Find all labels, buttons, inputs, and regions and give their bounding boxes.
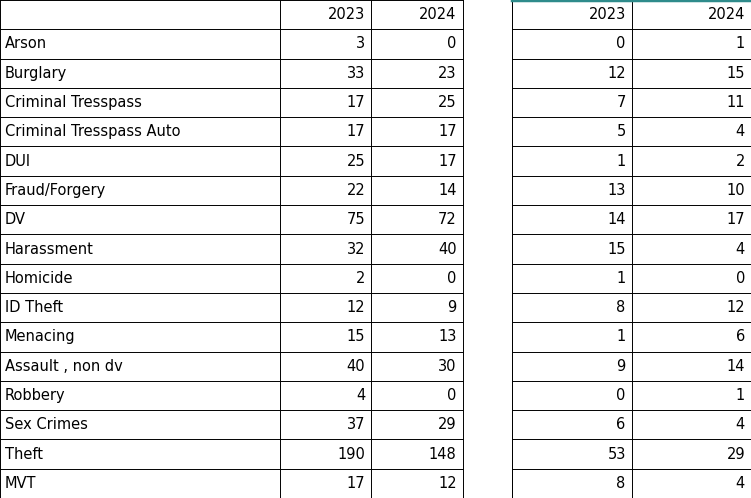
Text: 5: 5 (617, 124, 626, 139)
Text: 2023: 2023 (589, 7, 626, 22)
Text: 12: 12 (347, 300, 365, 315)
Text: 17: 17 (347, 95, 365, 110)
Text: 30: 30 (438, 359, 457, 374)
Text: 13: 13 (439, 329, 457, 345)
Text: Fraud/Forgery: Fraud/Forgery (5, 183, 106, 198)
Text: 17: 17 (438, 153, 457, 169)
Text: 1: 1 (736, 388, 745, 403)
Text: 14: 14 (438, 183, 457, 198)
Text: 0: 0 (448, 36, 457, 51)
Text: 12: 12 (726, 300, 745, 315)
Text: 190: 190 (337, 447, 365, 462)
Text: 4: 4 (736, 242, 745, 256)
Text: Robbery: Robbery (5, 388, 65, 403)
Text: 6: 6 (736, 329, 745, 345)
Text: 6: 6 (617, 417, 626, 432)
Text: 40: 40 (347, 359, 365, 374)
Text: 17: 17 (347, 476, 365, 491)
Text: 15: 15 (608, 242, 626, 256)
Text: 12: 12 (438, 476, 457, 491)
Text: 29: 29 (438, 417, 457, 432)
Text: 2024: 2024 (419, 7, 457, 22)
Text: Homicide: Homicide (5, 271, 74, 286)
Text: 1: 1 (736, 36, 745, 51)
Text: Sex Crimes: Sex Crimes (5, 417, 88, 432)
Text: 17: 17 (347, 124, 365, 139)
Text: 2024: 2024 (707, 7, 745, 22)
Text: 9: 9 (617, 359, 626, 374)
Text: 37: 37 (347, 417, 365, 432)
Text: 10: 10 (726, 183, 745, 198)
Text: 14: 14 (726, 359, 745, 374)
Text: 1: 1 (617, 329, 626, 345)
Text: 4: 4 (356, 388, 365, 403)
Text: 15: 15 (347, 329, 365, 345)
Text: 1: 1 (617, 153, 626, 169)
Text: 32: 32 (347, 242, 365, 256)
Text: 25: 25 (438, 95, 457, 110)
Text: 0: 0 (736, 271, 745, 286)
Text: 4: 4 (736, 476, 745, 491)
Text: Criminal Tresspass Auto: Criminal Tresspass Auto (5, 124, 180, 139)
Text: Assault , non dv: Assault , non dv (5, 359, 122, 374)
Text: 0: 0 (617, 388, 626, 403)
Text: ID Theft: ID Theft (5, 300, 63, 315)
Text: Arson: Arson (5, 36, 47, 51)
Text: 3: 3 (356, 36, 365, 51)
Text: 0: 0 (448, 271, 457, 286)
Text: 17: 17 (438, 124, 457, 139)
Text: 7: 7 (617, 95, 626, 110)
Text: DV: DV (5, 212, 26, 227)
Text: 8: 8 (617, 300, 626, 315)
Text: 17: 17 (726, 212, 745, 227)
Text: 22: 22 (347, 183, 365, 198)
Text: 33: 33 (347, 66, 365, 81)
Text: 2023: 2023 (328, 7, 365, 22)
Text: 25: 25 (347, 153, 365, 169)
Text: 0: 0 (617, 36, 626, 51)
Text: 2: 2 (736, 153, 745, 169)
Text: 72: 72 (438, 212, 457, 227)
Text: 15: 15 (726, 66, 745, 81)
Text: DUI: DUI (5, 153, 31, 169)
Text: 148: 148 (429, 447, 457, 462)
Text: 29: 29 (726, 447, 745, 462)
Text: MVT: MVT (5, 476, 37, 491)
Text: 75: 75 (347, 212, 365, 227)
Text: 53: 53 (608, 447, 626, 462)
Text: 11: 11 (726, 95, 745, 110)
Text: 4: 4 (736, 417, 745, 432)
Text: 40: 40 (438, 242, 457, 256)
Text: 4: 4 (736, 124, 745, 139)
Text: 1: 1 (617, 271, 626, 286)
Text: 13: 13 (608, 183, 626, 198)
Text: Criminal Tresspass: Criminal Tresspass (5, 95, 142, 110)
Text: 14: 14 (608, 212, 626, 227)
Text: 8: 8 (617, 476, 626, 491)
Text: 2: 2 (356, 271, 365, 286)
Text: Theft: Theft (5, 447, 43, 462)
Text: Harassment: Harassment (5, 242, 94, 256)
Text: Menacing: Menacing (5, 329, 76, 345)
Text: 23: 23 (438, 66, 457, 81)
Text: 12: 12 (607, 66, 626, 81)
Text: 9: 9 (448, 300, 457, 315)
Text: Burglary: Burglary (5, 66, 68, 81)
Text: 0: 0 (448, 388, 457, 403)
